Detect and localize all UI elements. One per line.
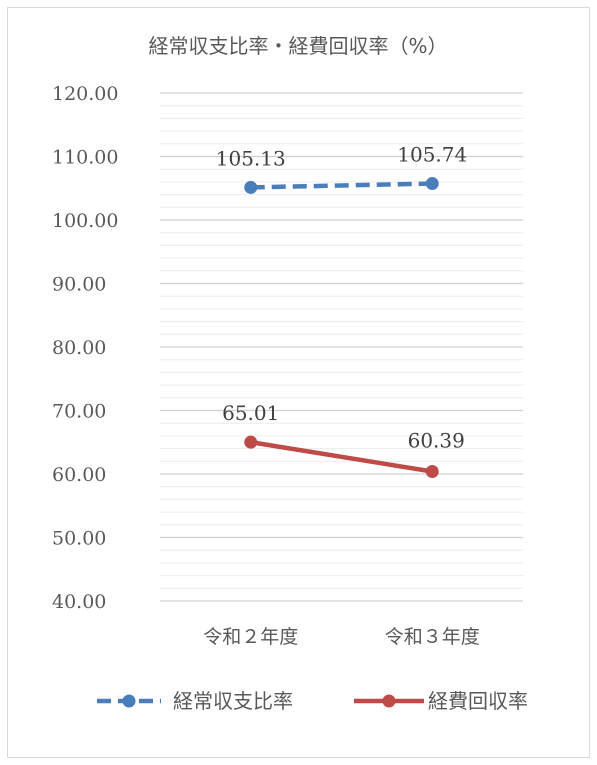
data-point bbox=[244, 180, 258, 194]
data-label: 105.13 bbox=[216, 146, 286, 170]
series-line bbox=[250, 439, 433, 474]
y-tick-label: 70.00 bbox=[52, 401, 106, 423]
y-tick-label: 60.00 bbox=[52, 464, 106, 486]
legend-label: 経費回収率 bbox=[428, 689, 528, 713]
data-point bbox=[425, 177, 439, 191]
x-axis-ticks: 令和２年度 令和３年度 bbox=[203, 626, 480, 648]
y-tick-label: 110.00 bbox=[52, 147, 118, 169]
y-tick-label: 80.00 bbox=[52, 337, 106, 359]
legend-label: 経常収支比率 bbox=[173, 689, 293, 713]
legend-marker bbox=[122, 694, 136, 708]
data-point bbox=[425, 465, 439, 479]
data-label: 60.39 bbox=[408, 429, 465, 453]
chart-title: 経常収支比率・経費回収率（%） bbox=[148, 34, 447, 58]
y-axis-ticks: 40.00 50.00 60.00 70.00 80.00 90.00 100.00 110.… bbox=[52, 83, 118, 613]
legend: 経常収支比率 経費回収率 bbox=[97, 689, 528, 713]
data-label: 65.01 bbox=[222, 401, 279, 425]
data-point bbox=[244, 435, 258, 449]
data-labels: 105.13 105.74 65.01 60.39 bbox=[216, 143, 467, 453]
series-line bbox=[250, 181, 433, 190]
data-label: 105.74 bbox=[397, 143, 467, 167]
gridlines bbox=[160, 92, 523, 602]
y-tick-label: 100.00 bbox=[52, 210, 118, 232]
series-layer bbox=[244, 177, 439, 479]
x-tick-label: 令和２年度 bbox=[203, 626, 298, 648]
y-tick-label: 50.00 bbox=[52, 528, 106, 550]
y-tick-label: 40.00 bbox=[52, 591, 106, 613]
x-tick-label: 令和３年度 bbox=[385, 626, 480, 648]
chart-frame bbox=[7, 7, 590, 758]
legend-marker bbox=[382, 694, 396, 708]
y-tick-label: 120.00 bbox=[52, 83, 118, 105]
y-tick-label: 90.00 bbox=[52, 274, 106, 296]
